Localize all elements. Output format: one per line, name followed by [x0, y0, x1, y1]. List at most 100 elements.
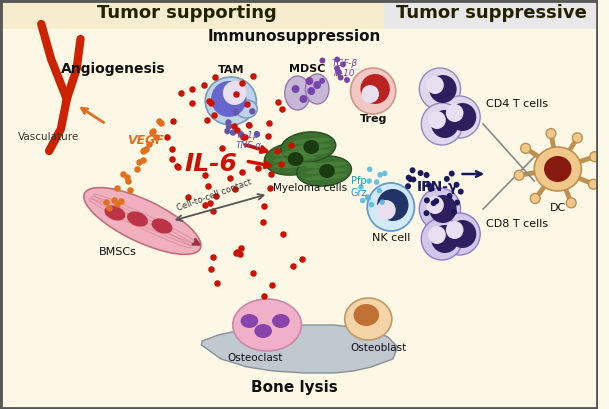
- Circle shape: [361, 85, 379, 103]
- Circle shape: [305, 77, 313, 85]
- Point: [132, 166, 142, 173]
- Circle shape: [451, 209, 457, 215]
- Ellipse shape: [306, 168, 347, 174]
- Circle shape: [407, 176, 414, 182]
- Point: [167, 146, 177, 152]
- Text: VEGF: VEGF: [127, 135, 164, 148]
- Point: [267, 281, 277, 288]
- Text: Osteoclast: Osteoclast: [228, 353, 283, 363]
- Circle shape: [337, 74, 343, 81]
- Point: [141, 145, 150, 152]
- Circle shape: [446, 193, 452, 199]
- Point: [240, 134, 250, 140]
- Circle shape: [334, 65, 340, 71]
- Circle shape: [377, 189, 409, 221]
- Circle shape: [454, 200, 460, 206]
- Ellipse shape: [305, 74, 329, 104]
- FancyBboxPatch shape: [1, 1, 597, 408]
- Point: [206, 200, 216, 206]
- Point: [217, 145, 227, 151]
- Circle shape: [360, 198, 365, 203]
- Circle shape: [226, 123, 232, 130]
- Ellipse shape: [255, 324, 272, 338]
- Circle shape: [433, 198, 439, 204]
- Text: Vasculature: Vasculature: [18, 132, 79, 142]
- Circle shape: [378, 172, 383, 178]
- Circle shape: [428, 186, 434, 192]
- Text: Tumor suppressive: Tumor suppressive: [396, 4, 586, 22]
- Circle shape: [431, 200, 437, 206]
- Point: [248, 72, 258, 79]
- Circle shape: [454, 182, 460, 188]
- Text: MDSC: MDSC: [289, 64, 326, 74]
- Point: [154, 117, 164, 124]
- Polygon shape: [202, 325, 398, 373]
- Point: [286, 142, 296, 148]
- Circle shape: [233, 109, 239, 115]
- Circle shape: [334, 56, 340, 63]
- Ellipse shape: [353, 304, 379, 326]
- Point: [263, 133, 273, 139]
- Circle shape: [351, 68, 396, 114]
- Point: [187, 99, 197, 106]
- Ellipse shape: [285, 76, 311, 110]
- Point: [116, 198, 125, 204]
- Point: [208, 208, 217, 214]
- Circle shape: [420, 188, 460, 230]
- Circle shape: [572, 133, 582, 143]
- Point: [147, 129, 157, 136]
- Ellipse shape: [290, 150, 331, 156]
- Circle shape: [449, 103, 476, 131]
- Circle shape: [420, 68, 460, 110]
- FancyBboxPatch shape: [1, 29, 597, 408]
- Point: [163, 134, 172, 141]
- Circle shape: [377, 188, 382, 193]
- Circle shape: [320, 58, 325, 63]
- Ellipse shape: [345, 298, 392, 340]
- Circle shape: [238, 131, 244, 138]
- Point: [237, 79, 247, 86]
- Text: DC: DC: [550, 203, 566, 213]
- Ellipse shape: [319, 164, 335, 178]
- Circle shape: [365, 194, 370, 200]
- Point: [230, 186, 240, 192]
- Text: BMSCs: BMSCs: [99, 247, 137, 257]
- Text: IL-6: IL-6: [185, 152, 238, 176]
- Point: [112, 201, 122, 208]
- Point: [259, 203, 269, 209]
- Ellipse shape: [205, 77, 256, 125]
- Point: [208, 254, 218, 261]
- Circle shape: [319, 78, 325, 84]
- Ellipse shape: [236, 100, 257, 118]
- Point: [109, 197, 119, 203]
- Text: Tumor supporting: Tumor supporting: [97, 4, 276, 22]
- Point: [203, 97, 213, 104]
- Point: [200, 202, 209, 209]
- Circle shape: [431, 110, 459, 138]
- Ellipse shape: [127, 211, 148, 227]
- Text: CD4 T cells: CD4 T cells: [486, 99, 548, 109]
- Circle shape: [224, 128, 231, 134]
- Circle shape: [379, 199, 385, 205]
- Point: [234, 251, 244, 258]
- Ellipse shape: [152, 218, 172, 234]
- Point: [272, 147, 282, 154]
- Point: [276, 161, 286, 168]
- Ellipse shape: [273, 150, 316, 156]
- Circle shape: [421, 218, 462, 260]
- Ellipse shape: [233, 299, 301, 351]
- Ellipse shape: [241, 314, 258, 328]
- Point: [122, 174, 132, 180]
- Text: Cell-to-cell contact: Cell-to-cell contact: [175, 178, 253, 213]
- Circle shape: [358, 184, 364, 190]
- Circle shape: [426, 76, 444, 94]
- Circle shape: [429, 195, 457, 223]
- Point: [125, 187, 135, 193]
- Point: [229, 123, 239, 130]
- Point: [244, 121, 253, 128]
- Circle shape: [418, 170, 423, 176]
- Point: [273, 99, 283, 106]
- Ellipse shape: [290, 138, 331, 144]
- Circle shape: [374, 179, 379, 185]
- Circle shape: [449, 171, 455, 177]
